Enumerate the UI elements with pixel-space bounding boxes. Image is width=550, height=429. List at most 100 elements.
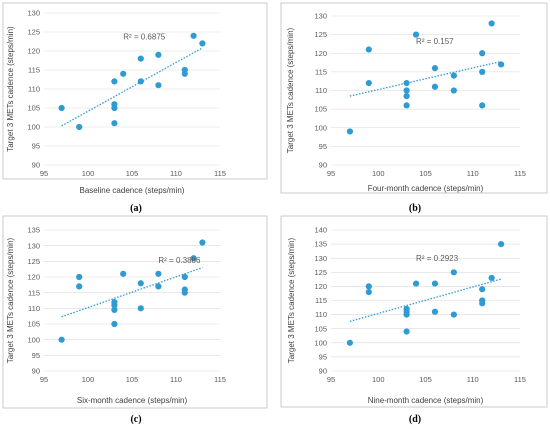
panel-4-ytick-label: 130 — [314, 254, 327, 263]
panel-2-ytick-label: 120 — [314, 49, 327, 58]
panel-3-x-axis-title: Six-month cadence (steps/min) — [77, 396, 188, 405]
panel-1-data-point — [111, 120, 118, 127]
panel-2-ytick-label: 90 — [319, 161, 327, 170]
panel-3-data-point — [137, 305, 144, 312]
panel-1-xtick-label: 105 — [126, 169, 139, 178]
panel-2-data-point — [498, 61, 505, 68]
panel-2-data-point — [346, 128, 353, 135]
panel-3-ytick-label: 120 — [27, 273, 40, 282]
panel-2-caption: (b) — [409, 203, 421, 214]
panel-4-xtick-label: 105 — [419, 375, 432, 384]
panel-2-data-point — [403, 87, 410, 94]
panel-4-ytick-label: 100 — [314, 338, 327, 347]
panel-4-ytick-label: 90 — [319, 367, 327, 376]
panel-2-data-point — [450, 72, 457, 79]
panel-1-data-point — [120, 70, 127, 77]
panel-3-ytick-label: 100 — [27, 335, 40, 344]
panel-4-data-point — [488, 274, 495, 282]
panel-1-data-point — [190, 32, 197, 39]
panel-4-ytick-label: 115 — [315, 296, 327, 305]
panel-3-data-point — [137, 280, 144, 287]
panel-2-xtick-label: 105 — [419, 169, 432, 178]
panel-3-trendline — [61, 266, 203, 318]
panel-3-frame — [2, 215, 268, 409]
panel-4-ytick-label: 120 — [314, 282, 327, 291]
panel-1-data-point — [76, 123, 83, 131]
panel-1-y-axis-title: Target 3 METs cadence (steps/min) — [6, 26, 15, 152]
panel-3-data-point — [76, 283, 83, 290]
panel-4-data-point — [412, 280, 420, 287]
panel-2-ytick-label: 100 — [314, 123, 327, 132]
panel-3-data-point — [76, 273, 83, 281]
panel-1-trendline — [61, 47, 203, 127]
panel-1-xtick-label: 95 — [40, 169, 48, 178]
panel-1-ytick-label: 125 — [27, 28, 40, 37]
panel-2-ytick-label: 125 — [314, 30, 327, 39]
panel-2-x-axis-title: Four-month cadence (steps/min) — [368, 184, 484, 193]
panel-4-data-point — [479, 300, 486, 307]
panel-4-xtick-label: 95 — [327, 375, 335, 384]
panel-1-r-squared-label: R² = 0.6875 — [123, 33, 166, 42]
panel-1-ytick-label: 120 — [27, 47, 40, 56]
panel-3-data-point — [181, 273, 188, 281]
panel-1-caption: (a) — [130, 203, 142, 214]
panel-1-ytick-label: 95 — [32, 142, 40, 151]
panel-1-xtick-label: 115 — [214, 169, 226, 178]
panel-4-data-point — [479, 286, 486, 293]
panel-3-ytick-label: 135 — [27, 226, 40, 235]
panel-4-ytick-label: 125 — [314, 268, 327, 277]
panel-2-data-point — [431, 83, 439, 90]
panel-4-data-point — [450, 311, 457, 318]
panel-2-trendline — [349, 60, 502, 97]
panel-4-ytick-label: 95 — [319, 353, 327, 362]
panel-2-ytick-label: 130 — [314, 12, 327, 21]
panel-4-data-point — [365, 283, 372, 290]
panel-4-data-point — [431, 308, 439, 315]
panel-4-trendline — [349, 278, 502, 322]
panel-1-data-point — [155, 82, 162, 89]
panel-3-data-point — [155, 270, 162, 277]
panel-2-data-point — [403, 79, 410, 87]
panel-2-data-point — [403, 102, 410, 109]
panel-3-ytick-label: 110 — [28, 304, 40, 313]
panel-4-data-point — [431, 280, 439, 287]
panel-4-data-point — [403, 328, 410, 335]
panel-1-xtick-label: 110 — [170, 169, 182, 178]
panel-1-data-point — [58, 104, 65, 112]
panel-2-ytick-label: 105 — [314, 105, 327, 114]
panel-3-ytick-label: 95 — [32, 351, 40, 360]
panel-4-data-point — [403, 311, 410, 318]
panel-2-data-point — [450, 87, 457, 94]
panel-1-ytick-label: 90 — [32, 161, 40, 170]
panel-1-frame — [2, 2, 268, 180]
panel-3-ytick-label: 90 — [32, 367, 40, 376]
panel-4-data-point — [346, 339, 353, 346]
panel-3-data-point — [190, 255, 197, 262]
panel-2-data-point — [479, 68, 486, 75]
panel-1-x-axis-title: Baseline cadence (steps/min) — [80, 186, 185, 195]
panel-3-caption: (c) — [130, 414, 141, 425]
panel-2-xtick-label: 110 — [467, 169, 479, 178]
panel-1-xtick-label: 100 — [82, 169, 95, 178]
panel-2-xtick-label: 100 — [372, 169, 385, 178]
panel-1-data-point — [111, 104, 118, 112]
panel-3-data-point — [111, 306, 118, 313]
panel-2-data-point — [365, 46, 372, 53]
panel-3-ytick-label: 105 — [27, 320, 40, 329]
panel-3-data-point — [155, 283, 162, 290]
panel-4-frame — [280, 215, 548, 408]
panel-3-data-point — [111, 302, 118, 309]
panel-4-y-axis-title: Target 3 METs cadence (steps/min) — [287, 237, 296, 363]
panel-1-data-point — [137, 55, 144, 62]
panel-1-data-point — [137, 78, 144, 85]
panel-2-y-axis-title: Target 3 METs cadence (steps/min) — [286, 27, 295, 153]
panel-2-data-point — [365, 79, 372, 87]
panel-4-xtick-label: 100 — [372, 375, 385, 384]
panel-3-data-point — [120, 270, 127, 277]
panel-2-xtick-label: 115 — [514, 169, 526, 178]
panel-3-xtick-label: 95 — [40, 375, 48, 384]
panel-1-ytick-label: 100 — [27, 123, 40, 132]
